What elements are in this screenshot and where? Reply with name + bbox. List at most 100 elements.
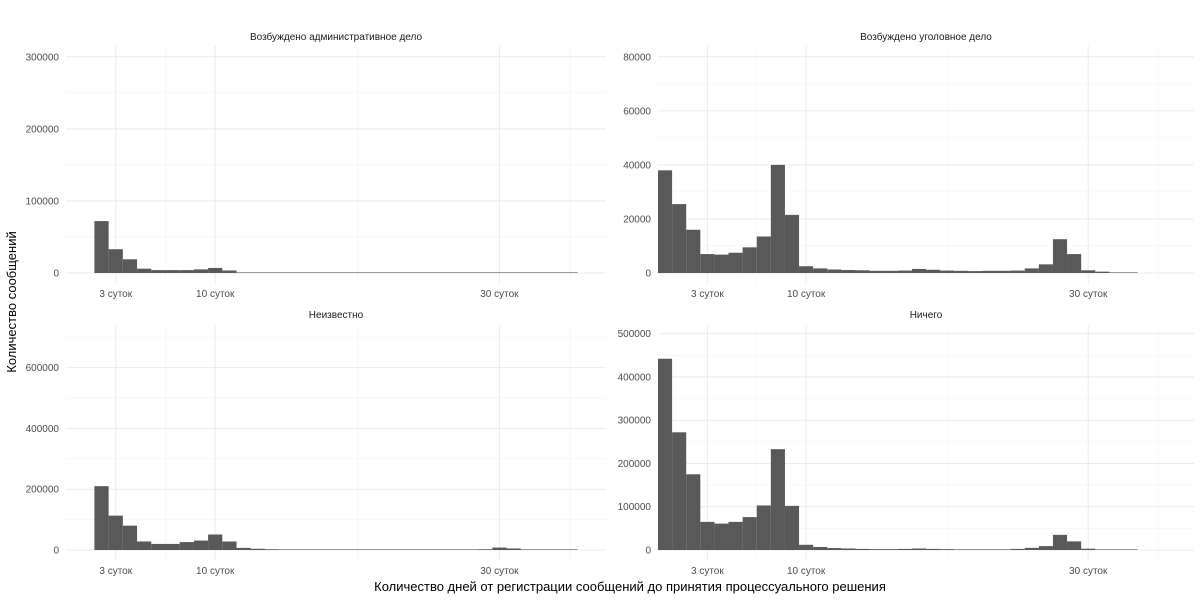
y-tick-label: 400000 [26, 424, 60, 435]
histogram-bar [137, 268, 152, 273]
histogram-bar [714, 254, 729, 273]
histogram-bar [506, 548, 521, 550]
histogram-bar [926, 269, 941, 273]
histogram-bar [321, 549, 336, 550]
histogram-bar [926, 548, 941, 550]
histogram-bar [1123, 272, 1138, 273]
x-tick-label: 3 суток [99, 289, 132, 300]
histogram-bar [506, 272, 521, 273]
histogram-bar [193, 269, 209, 273]
histogram-bar [449, 549, 464, 550]
histogram-bar [869, 270, 884, 273]
histogram-bar [827, 548, 842, 550]
histogram-bar [108, 515, 123, 550]
x-axis-title: Количество дней от регистрации сообщений… [374, 579, 886, 594]
x-tick-label: 10 суток [787, 566, 826, 577]
histogram-bar [463, 272, 479, 273]
facet-title: Возбуждено административное дело [250, 31, 423, 43]
histogram-bar [742, 517, 757, 550]
histogram-bar [421, 272, 436, 273]
histogram-bar [137, 541, 152, 550]
histogram-bar [658, 358, 673, 550]
histogram-bar [151, 270, 166, 273]
histogram-bar [672, 432, 687, 550]
histogram-bar [686, 229, 701, 273]
histogram-bar [94, 486, 109, 550]
histogram-bar [364, 549, 379, 550]
histogram-bar [520, 272, 535, 273]
y-tick-label: 500000 [618, 329, 652, 340]
y-tick-label: 0 [53, 546, 59, 557]
histogram-bar [336, 549, 351, 550]
y-tick-label: 300000 [618, 416, 652, 427]
histogram-bar [1024, 547, 1039, 550]
histogram-bar [1010, 548, 1025, 550]
histogram-bar [534, 549, 550, 550]
y-tick-label: 0 [645, 269, 651, 280]
x-tick-label: 30 суток [480, 566, 519, 577]
y-tick-label: 300000 [26, 52, 60, 63]
histogram-bar [883, 270, 898, 273]
y-tick-label: 60000 [623, 106, 651, 117]
histogram-bar [658, 170, 673, 273]
y-tick-label: 100000 [26, 196, 60, 207]
histogram-bar [350, 549, 365, 550]
y-tick-label: 200000 [26, 124, 60, 135]
histogram-bar [911, 268, 926, 273]
histogram-bar [549, 549, 564, 550]
histogram-bar [222, 270, 237, 273]
histogram-bar [1052, 534, 1068, 550]
histogram-bar [378, 272, 393, 273]
y-axis-title: Количество сообщений [4, 231, 19, 372]
histogram-bar [714, 523, 729, 550]
facet-panel: 0 20000 40000 60000 80000 3 суток 10 суток 30 с… [623, 31, 1194, 300]
histogram-bar [364, 272, 379, 273]
histogram-bar [1010, 270, 1025, 273]
histogram-bar [770, 449, 785, 550]
histogram-bar [1081, 270, 1096, 273]
histogram-bar [208, 534, 223, 550]
histogram-bar [392, 272, 408, 273]
histogram-bar [392, 549, 408, 550]
histogram-bar [996, 270, 1011, 273]
histogram-bar [1109, 549, 1124, 550]
histogram-bar [1024, 268, 1039, 273]
histogram-bar [1038, 546, 1053, 550]
histogram-bar [435, 272, 450, 273]
histogram-bar [250, 272, 265, 273]
histogram-bar [293, 549, 308, 550]
histogram-bar [279, 549, 294, 550]
histogram-bar [897, 270, 912, 273]
histogram-bar [279, 272, 294, 273]
histogram-bar [478, 549, 493, 550]
histogram-bar [492, 547, 507, 550]
x-tick-label: 3 суток [691, 289, 724, 300]
y-tick-label: 80000 [623, 52, 651, 63]
facet-title: Неизвестно [309, 310, 364, 321]
histogram-bar [1067, 541, 1082, 550]
histogram-bar [1081, 548, 1096, 550]
histogram-bar [520, 549, 535, 550]
histogram-bar [742, 247, 757, 273]
histogram-bar [756, 236, 771, 273]
histogram-bar [770, 164, 785, 273]
facet-title: Возбуждено уголовное дело [860, 31, 992, 43]
facet-panel: 0 100000 200000 300000 3 суток 10 суток 30 сут… [26, 31, 606, 300]
histogram-bar [449, 272, 464, 273]
facet-panels: 0 100000 200000 300000 3 суток 10 суток 30 сут… [26, 31, 1194, 577]
histogram-bar [563, 549, 578, 550]
histogram-bar [1052, 239, 1068, 273]
histogram-bar [293, 272, 308, 273]
histogram-bar [236, 272, 251, 273]
histogram-bar [179, 542, 194, 550]
histogram-bar [954, 270, 969, 273]
histogram-bar [1095, 549, 1110, 550]
histogram-bar [784, 505, 800, 550]
histogram-bar [940, 549, 955, 550]
histogram-bar [1095, 271, 1110, 273]
histogram-bar [869, 549, 884, 550]
histogram-bar [968, 549, 983, 550]
histogram-bar [968, 271, 983, 273]
histogram-bar [883, 549, 898, 550]
